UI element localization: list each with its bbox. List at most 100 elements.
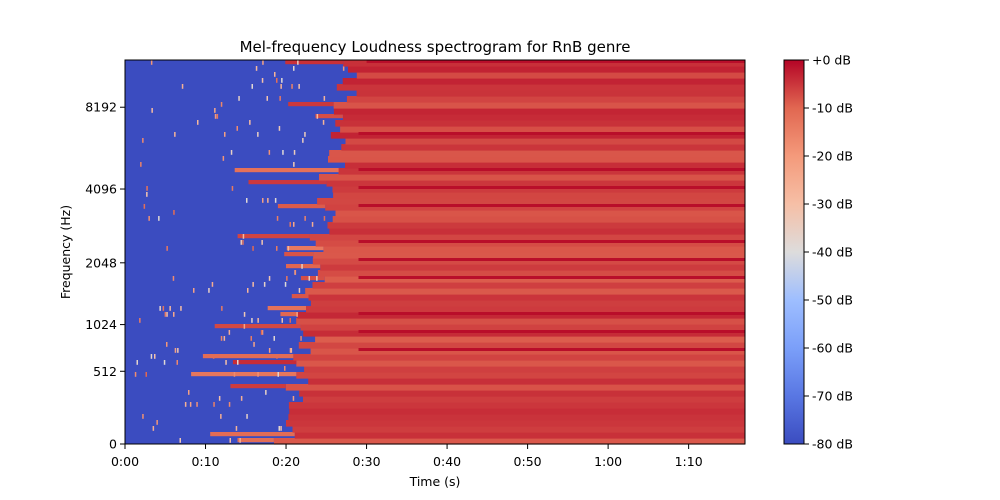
spectrogram-speckle <box>253 342 255 347</box>
colorbar-tick-label: -30 dB <box>812 197 853 212</box>
spectrogram-band <box>312 282 745 289</box>
spectrogram-band <box>303 330 745 337</box>
spectrogram-speckle <box>166 342 168 347</box>
spectrogram-band <box>345 138 745 145</box>
spectrogram-speckle <box>262 198 264 203</box>
spectrogram-speckle <box>229 438 231 443</box>
spectrogram-speckle <box>166 312 168 317</box>
spectrogram-stripe <box>366 60 745 63</box>
spectrogram-speckle <box>287 246 290 251</box>
spectrogram-stripe <box>358 258 745 261</box>
spectrogram-streak <box>280 312 298 317</box>
spectrogram-speckle <box>267 198 269 203</box>
spectrogram-band <box>313 252 745 259</box>
spectrogram-speckle <box>284 366 286 371</box>
spectrogram-band <box>343 114 745 121</box>
spectrogram-speckle <box>179 438 181 443</box>
spectrogram-band <box>356 90 745 97</box>
spectrogram-speckle <box>223 336 226 341</box>
spectrogram-band <box>315 336 745 343</box>
spectrogram-speckle <box>286 276 288 281</box>
spectrogram-speckle <box>225 360 227 365</box>
spectrogram-band <box>330 132 745 139</box>
spectrogram-speckle <box>292 396 295 401</box>
spectrogram-speckle <box>278 426 280 431</box>
spectrogram-streak <box>284 252 313 257</box>
spectrogram-band <box>309 234 745 241</box>
spectrogram-speckle <box>156 420 158 425</box>
spectrogram-band <box>308 378 745 385</box>
spectrogram-stripe <box>358 330 745 333</box>
spectrogram-streak <box>248 180 327 185</box>
spectrogram-band <box>296 360 745 367</box>
colorbar-axis: +0 dB -10 dB -20 dB -30 dB -40 dB -50 dB -60 d… <box>804 53 853 452</box>
spectrogram-speckle <box>274 198 277 203</box>
spectrogram-speckle <box>180 306 182 311</box>
spectrogram-speckle <box>173 210 175 215</box>
spectrogram-stripe <box>358 132 745 135</box>
spectrogram-speckle <box>188 390 190 395</box>
spectrogram-band <box>285 384 745 391</box>
spectrogram-band <box>310 300 745 307</box>
spectrogram-speckle <box>289 318 291 323</box>
spectrogram-streak <box>214 324 301 329</box>
y-tick-label: 8192 <box>85 100 117 115</box>
spectrogram-speckle <box>246 414 248 419</box>
spectrogram-speckle <box>228 330 231 335</box>
spectrogram-streak <box>315 114 343 119</box>
spectrogram-speckle <box>293 150 296 155</box>
spectrogram-streak <box>300 276 325 281</box>
spectrogram-band <box>312 258 745 265</box>
spectrogram-band <box>317 270 745 277</box>
spectrogram-speckle <box>246 198 248 203</box>
spectrogram-band <box>297 312 745 319</box>
spectrogram-band <box>325 204 745 211</box>
spectrogram-speckle <box>274 72 276 77</box>
spectrogram-streak <box>191 372 297 377</box>
spectrogram-speckle <box>289 222 291 227</box>
spectrogram-speckle <box>196 402 198 407</box>
spectrogram-speckle <box>213 402 215 407</box>
spectrogram-speckle <box>257 132 259 137</box>
spectrogram-speckle <box>276 78 278 83</box>
spectrogram-band <box>346 96 745 103</box>
spectrogram-stripe <box>358 168 745 171</box>
spectrogram-band <box>296 372 745 379</box>
spectrogram-speckle <box>323 96 326 101</box>
spectrogram-speckle <box>136 360 138 365</box>
spectrogram-streak <box>237 438 274 443</box>
spectrogram-speckle <box>261 330 264 335</box>
spectrogram-band <box>320 264 745 271</box>
spectrogram-speckle <box>280 84 282 89</box>
spectrogram-speckle <box>281 78 283 83</box>
spectrogram-speckle <box>257 372 259 377</box>
x-tick-label: 1:00 <box>594 454 622 469</box>
spectrogram-speckle <box>281 318 283 323</box>
spectrogram-speckle <box>294 270 297 275</box>
spectrogram-streak <box>286 264 321 269</box>
spectrogram-speckle <box>146 186 148 191</box>
spectrogram-band <box>327 222 745 229</box>
spectrogram-speckle <box>263 282 266 287</box>
colorbar <box>783 59 805 445</box>
spectrogram-speckle <box>181 84 184 89</box>
spectrogram-streak <box>210 432 295 437</box>
spectrogram-speckle <box>142 414 144 419</box>
spectrogram-speckle <box>176 360 178 365</box>
spectrogram-speckle <box>251 318 253 323</box>
x-tick-label: 0:50 <box>514 454 542 469</box>
spectrogram-speckle <box>142 138 144 143</box>
spectrogram-speckle <box>224 132 226 137</box>
spectrogram-band <box>288 414 745 421</box>
spectrogram-speckle <box>151 108 153 113</box>
spectrogram-band <box>338 168 745 175</box>
colorbar-tick-label: -70 dB <box>812 389 853 404</box>
spectrogram-speckle <box>273 336 275 341</box>
spectrogram-speckle <box>261 78 264 83</box>
spectrogram-streak <box>232 360 297 365</box>
spectrogram-speckle <box>150 354 153 359</box>
spectrogram-streak <box>277 204 326 209</box>
spectrogram-speckle <box>214 114 217 119</box>
spectrogram-speckle <box>266 96 268 101</box>
spectrogram-speckle <box>231 186 234 191</box>
